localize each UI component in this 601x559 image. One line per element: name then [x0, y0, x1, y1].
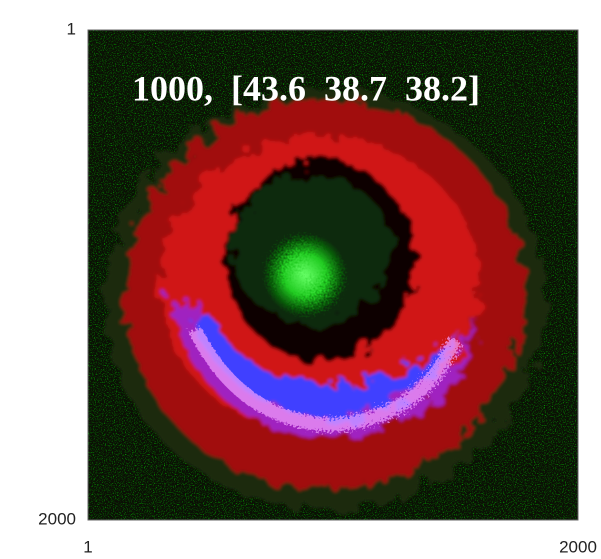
axes-box — [87, 29, 579, 521]
y-tick-label: 1 — [67, 19, 76, 38]
image — [88, 30, 578, 520]
x-tick-label: 2000 — [559, 537, 597, 556]
annotation: 1000, [43.6 38.7 38.2] — [132, 68, 480, 108]
y-tick-label: 2000 — [38, 509, 76, 528]
x-tick-label: 1 — [83, 537, 92, 556]
